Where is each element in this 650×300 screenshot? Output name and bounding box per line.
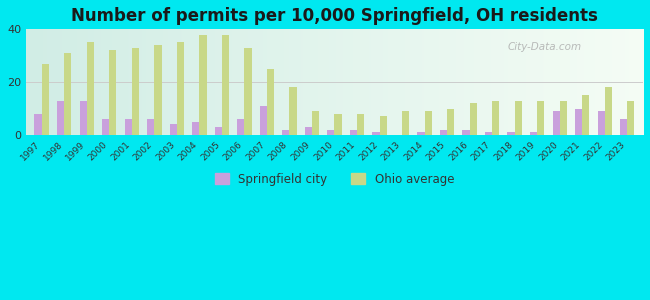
Bar xyxy=(552,111,560,135)
Bar xyxy=(177,43,184,135)
Bar xyxy=(305,127,312,135)
Bar xyxy=(402,111,410,135)
Bar xyxy=(417,132,424,135)
Bar xyxy=(604,87,612,135)
Bar xyxy=(222,34,229,135)
Bar xyxy=(109,50,116,135)
Bar xyxy=(64,53,72,135)
Bar xyxy=(79,100,86,135)
Bar xyxy=(328,130,335,135)
Legend: Springfield city, Ohio average: Springfield city, Ohio average xyxy=(210,168,459,190)
Text: City-Data.com: City-Data.com xyxy=(507,42,581,52)
Bar xyxy=(34,114,42,135)
Bar xyxy=(289,87,296,135)
Bar xyxy=(312,111,319,135)
Bar xyxy=(560,100,567,135)
Bar xyxy=(530,132,537,135)
Bar xyxy=(102,119,109,135)
Bar xyxy=(57,100,64,135)
Bar xyxy=(125,119,132,135)
Bar xyxy=(627,100,634,135)
Bar xyxy=(192,122,200,135)
Bar xyxy=(260,106,267,135)
Bar xyxy=(424,111,432,135)
Bar xyxy=(335,114,342,135)
Bar xyxy=(372,132,380,135)
Bar xyxy=(380,116,387,135)
Bar xyxy=(485,132,492,135)
Bar xyxy=(537,100,545,135)
Bar xyxy=(170,124,177,135)
Bar xyxy=(357,114,364,135)
Bar xyxy=(492,100,499,135)
Bar xyxy=(132,48,139,135)
Bar xyxy=(470,103,477,135)
Bar xyxy=(244,48,252,135)
Bar xyxy=(620,119,627,135)
Bar xyxy=(440,130,447,135)
Bar xyxy=(147,119,154,135)
Bar xyxy=(575,109,582,135)
Bar xyxy=(282,130,289,135)
Bar xyxy=(86,43,94,135)
Bar xyxy=(350,130,357,135)
Bar xyxy=(515,100,522,135)
Bar xyxy=(214,127,222,135)
Bar xyxy=(462,130,470,135)
Bar xyxy=(582,95,590,135)
Bar xyxy=(200,34,207,135)
Title: Number of permits per 10,000 Springfield, OH residents: Number of permits per 10,000 Springfield… xyxy=(71,7,598,25)
Bar xyxy=(237,119,244,135)
Bar xyxy=(42,64,49,135)
Bar xyxy=(447,109,454,135)
Bar xyxy=(508,132,515,135)
Bar xyxy=(154,45,161,135)
Bar xyxy=(597,111,604,135)
Bar xyxy=(267,69,274,135)
